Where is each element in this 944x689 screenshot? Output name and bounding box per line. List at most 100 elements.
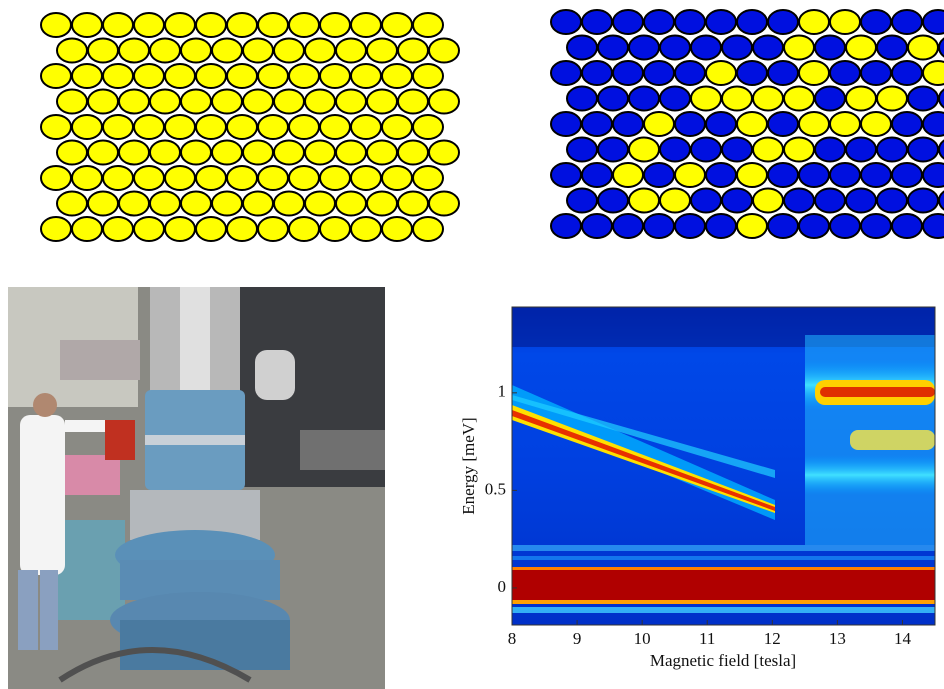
- x-tick-label: 14: [894, 629, 912, 648]
- atom: [551, 10, 581, 34]
- atom: [784, 189, 814, 213]
- atom: [429, 39, 459, 63]
- y-tick-label: 1: [498, 382, 507, 401]
- atom: [629, 138, 659, 162]
- photo: [8, 287, 385, 689]
- atom: [768, 163, 798, 187]
- atom: [861, 112, 891, 136]
- atom: [644, 10, 674, 34]
- atom: [382, 64, 412, 88]
- atom: [351, 13, 381, 37]
- atom: [336, 90, 366, 114]
- atom: [134, 166, 164, 190]
- atom: [41, 166, 71, 190]
- atom: [305, 141, 335, 165]
- atom: [196, 217, 226, 241]
- y-axis-label: Energy [meV]: [459, 417, 478, 514]
- atom: [227, 217, 257, 241]
- atom: [320, 217, 350, 241]
- atom: [336, 39, 366, 63]
- atom: [706, 61, 736, 85]
- atom: [227, 64, 257, 88]
- y-tick-label: 0: [498, 577, 507, 596]
- atom: [675, 163, 705, 187]
- atom: [691, 189, 721, 213]
- atom: [57, 39, 87, 63]
- atom: [737, 112, 767, 136]
- heatmap: [512, 307, 935, 625]
- atom: [613, 214, 643, 238]
- atom: [861, 10, 891, 34]
- atom: [351, 64, 381, 88]
- atom: [134, 217, 164, 241]
- atom: [613, 61, 643, 85]
- atom: [72, 64, 102, 88]
- atom: [691, 138, 721, 162]
- atom: [598, 189, 628, 213]
- atom: [72, 13, 102, 37]
- atom: [289, 166, 319, 190]
- y-tick-label: 0.5: [485, 479, 506, 498]
- atom: [382, 166, 412, 190]
- atom: [923, 112, 944, 136]
- atom: [892, 214, 922, 238]
- atom: [103, 64, 133, 88]
- atom: [613, 163, 643, 187]
- atom: [799, 214, 829, 238]
- atom: [644, 214, 674, 238]
- atom: [103, 115, 133, 139]
- atom: [258, 64, 288, 88]
- atom: [72, 217, 102, 241]
- atom: [799, 10, 829, 34]
- atom: [305, 192, 335, 216]
- atom: [367, 141, 397, 165]
- atom: [57, 192, 87, 216]
- atom: [846, 189, 876, 213]
- atom: [305, 39, 335, 63]
- atom: [567, 138, 597, 162]
- atom: [165, 115, 195, 139]
- atom: [289, 13, 319, 37]
- atom: [41, 115, 71, 139]
- atom: [861, 61, 891, 85]
- atom: [923, 163, 944, 187]
- atom: [892, 61, 922, 85]
- atom: [429, 141, 459, 165]
- atom: [320, 13, 350, 37]
- atom: [243, 192, 273, 216]
- atom: [413, 115, 443, 139]
- atom: [289, 64, 319, 88]
- atom: [119, 141, 149, 165]
- atom: [861, 214, 891, 238]
- atom: [551, 61, 581, 85]
- atom: [784, 36, 814, 60]
- atom: [660, 138, 690, 162]
- atom: [367, 192, 397, 216]
- atom: [613, 112, 643, 136]
- atom: [429, 192, 459, 216]
- atom: [877, 36, 907, 60]
- lattice-yellow: [41, 13, 459, 241]
- atom: [274, 141, 304, 165]
- atom: [413, 166, 443, 190]
- atom: [243, 141, 273, 165]
- atom: [753, 36, 783, 60]
- atom: [320, 115, 350, 139]
- atom: [939, 36, 944, 60]
- atom: [88, 39, 118, 63]
- atom: [274, 192, 304, 216]
- x-tick-label: 9: [573, 629, 582, 648]
- atom: [103, 166, 133, 190]
- atom: [644, 61, 674, 85]
- atom: [830, 10, 860, 34]
- atom: [41, 64, 71, 88]
- atom: [258, 115, 288, 139]
- atom: [134, 115, 164, 139]
- atom: [613, 10, 643, 34]
- atom: [815, 36, 845, 60]
- atom: [846, 36, 876, 60]
- atom: [706, 214, 736, 238]
- atom: [768, 61, 798, 85]
- atom: [181, 39, 211, 63]
- atom: [784, 138, 814, 162]
